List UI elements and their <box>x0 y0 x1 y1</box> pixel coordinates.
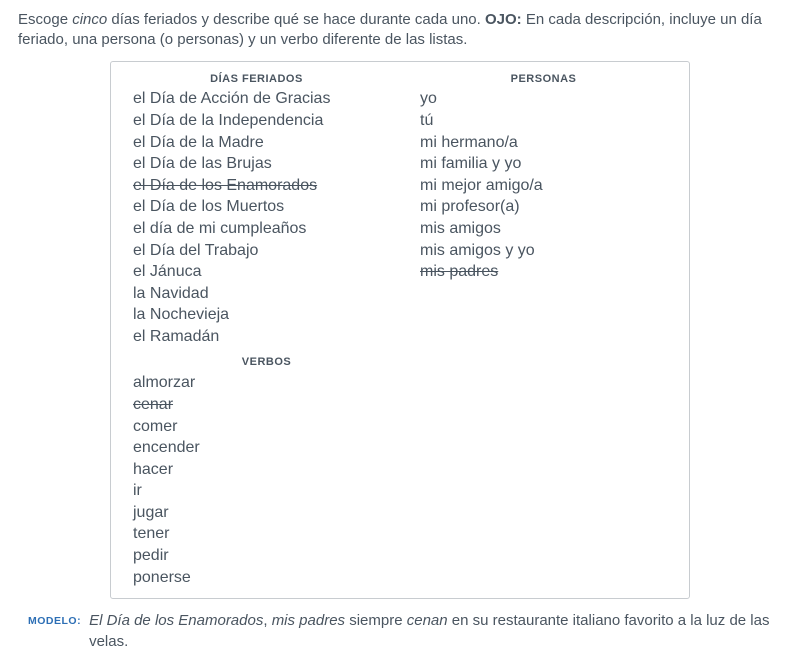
modelo-text: El Día de los Enamorados, mis padres sie… <box>89 611 782 652</box>
modelo-italic-2: mis padres <box>272 612 345 629</box>
list-item: el Día de la Madre <box>133 132 380 154</box>
list-item: el día de mi cumpleaños <box>133 218 380 240</box>
instructions-part1: Escoge <box>18 11 72 28</box>
list-item: cenar <box>133 394 400 416</box>
modelo-italic-3: cenan <box>407 612 448 629</box>
list-item: mi hermano/a <box>420 132 667 154</box>
list-item: yo <box>420 88 667 110</box>
list-item: el Día de las Brujas <box>133 153 380 175</box>
modelo-plain-1: , <box>263 612 271 629</box>
personas-column: PERSONAS yotúmi hermano/ami familia y yo… <box>420 72 667 348</box>
dias-column: DÍAS FERIADOS el Día de Acción de Gracia… <box>133 72 380 348</box>
list-item: tener <box>133 523 400 545</box>
modelo-row: MODELO: El Día de los Enamorados, mis pa… <box>18 611 782 652</box>
list-item: la Nochevieja <box>133 304 380 326</box>
list-item: almorzar <box>133 372 400 394</box>
personas-list: yotúmi hermano/ami familia y yomi mejor … <box>420 88 667 282</box>
list-item: hacer <box>133 459 400 481</box>
list-item: el Día de los Enamorados <box>133 175 380 197</box>
list-item: pedir <box>133 545 400 567</box>
list-item: jugar <box>133 502 400 524</box>
vocabulary-box: DÍAS FERIADOS el Día de Acción de Gracia… <box>110 61 690 600</box>
list-item: el Día de los Muertos <box>133 196 380 218</box>
instructions-emph: cinco <box>72 11 107 28</box>
list-item: la Navidad <box>133 283 380 305</box>
personas-heading: PERSONAS <box>420 72 667 87</box>
top-columns: DÍAS FERIADOS el Día de Acción de Gracia… <box>133 72 667 348</box>
instructions-ojo: OJO: <box>485 11 522 28</box>
list-item: ponerse <box>133 567 400 589</box>
list-item: el Jánuca <box>133 261 380 283</box>
list-item: el Ramadán <box>133 326 380 348</box>
verbos-list: almorzarcenarcomerencenderhacerirjugarte… <box>133 372 400 588</box>
list-item: mi familia y yo <box>420 153 667 175</box>
list-item: mis padres <box>420 261 667 283</box>
list-item: mis amigos y yo <box>420 240 667 262</box>
dias-heading: DÍAS FERIADOS <box>133 72 380 87</box>
modelo-italic-1: El Día de los Enamorados <box>89 612 263 629</box>
instructions-text: Escoge cinco días feriados y describe qu… <box>18 10 782 51</box>
verbos-heading: VERBOS <box>133 355 400 370</box>
list-item: mis amigos <box>420 218 667 240</box>
list-item: mi mejor amigo/a <box>420 175 667 197</box>
list-item: comer <box>133 416 400 438</box>
modelo-label: MODELO: <box>28 614 81 628</box>
list-item: ir <box>133 480 400 502</box>
verbos-section: VERBOS almorzarcenarcomerencenderhacerir… <box>133 355 400 588</box>
list-item: mi profesor(a) <box>420 196 667 218</box>
list-item: el Día de Acción de Gracias <box>133 88 380 110</box>
list-item: el Día del Trabajo <box>133 240 380 262</box>
modelo-plain-2: siempre <box>345 612 407 629</box>
list-item: el Día de la Independencia <box>133 110 380 132</box>
list-item: tú <box>420 110 667 132</box>
list-item: encender <box>133 437 400 459</box>
instructions-part2: días feriados y describe qué se hace dur… <box>107 11 485 28</box>
dias-list: el Día de Acción de Graciasel Día de la … <box>133 88 380 347</box>
